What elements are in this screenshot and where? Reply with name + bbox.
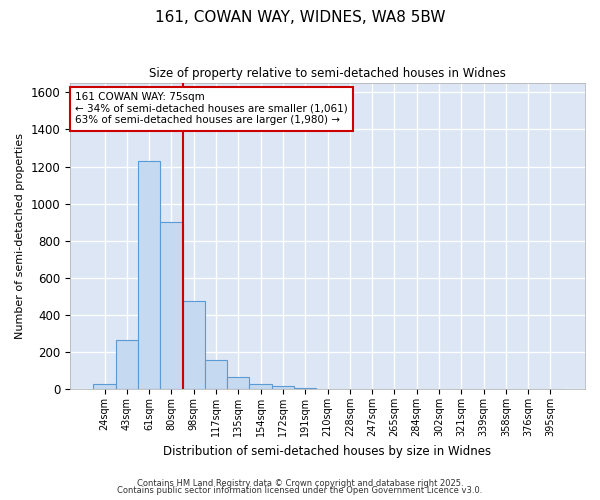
Text: 161 COWAN WAY: 75sqm
← 34% of semi-detached houses are smaller (1,061)
63% of se: 161 COWAN WAY: 75sqm ← 34% of semi-detac… bbox=[75, 92, 348, 126]
Bar bbox=[160, 222, 182, 389]
Bar bbox=[138, 161, 160, 389]
Bar bbox=[294, 388, 316, 389]
X-axis label: Distribution of semi-detached houses by size in Widnes: Distribution of semi-detached houses by … bbox=[163, 444, 491, 458]
Text: 161, COWAN WAY, WIDNES, WA8 5BW: 161, COWAN WAY, WIDNES, WA8 5BW bbox=[155, 10, 445, 25]
Bar bbox=[250, 384, 272, 389]
Bar bbox=[205, 360, 227, 389]
Bar bbox=[116, 340, 138, 389]
Bar bbox=[227, 377, 250, 389]
Y-axis label: Number of semi-detached properties: Number of semi-detached properties bbox=[15, 133, 25, 339]
Bar bbox=[182, 301, 205, 389]
Text: Contains HM Land Registry data © Crown copyright and database right 2025.: Contains HM Land Registry data © Crown c… bbox=[137, 478, 463, 488]
Title: Size of property relative to semi-detached houses in Widnes: Size of property relative to semi-detach… bbox=[149, 68, 506, 80]
Bar bbox=[272, 386, 294, 389]
Text: Contains public sector information licensed under the Open Government Licence v3: Contains public sector information licen… bbox=[118, 486, 482, 495]
Bar bbox=[94, 384, 116, 389]
